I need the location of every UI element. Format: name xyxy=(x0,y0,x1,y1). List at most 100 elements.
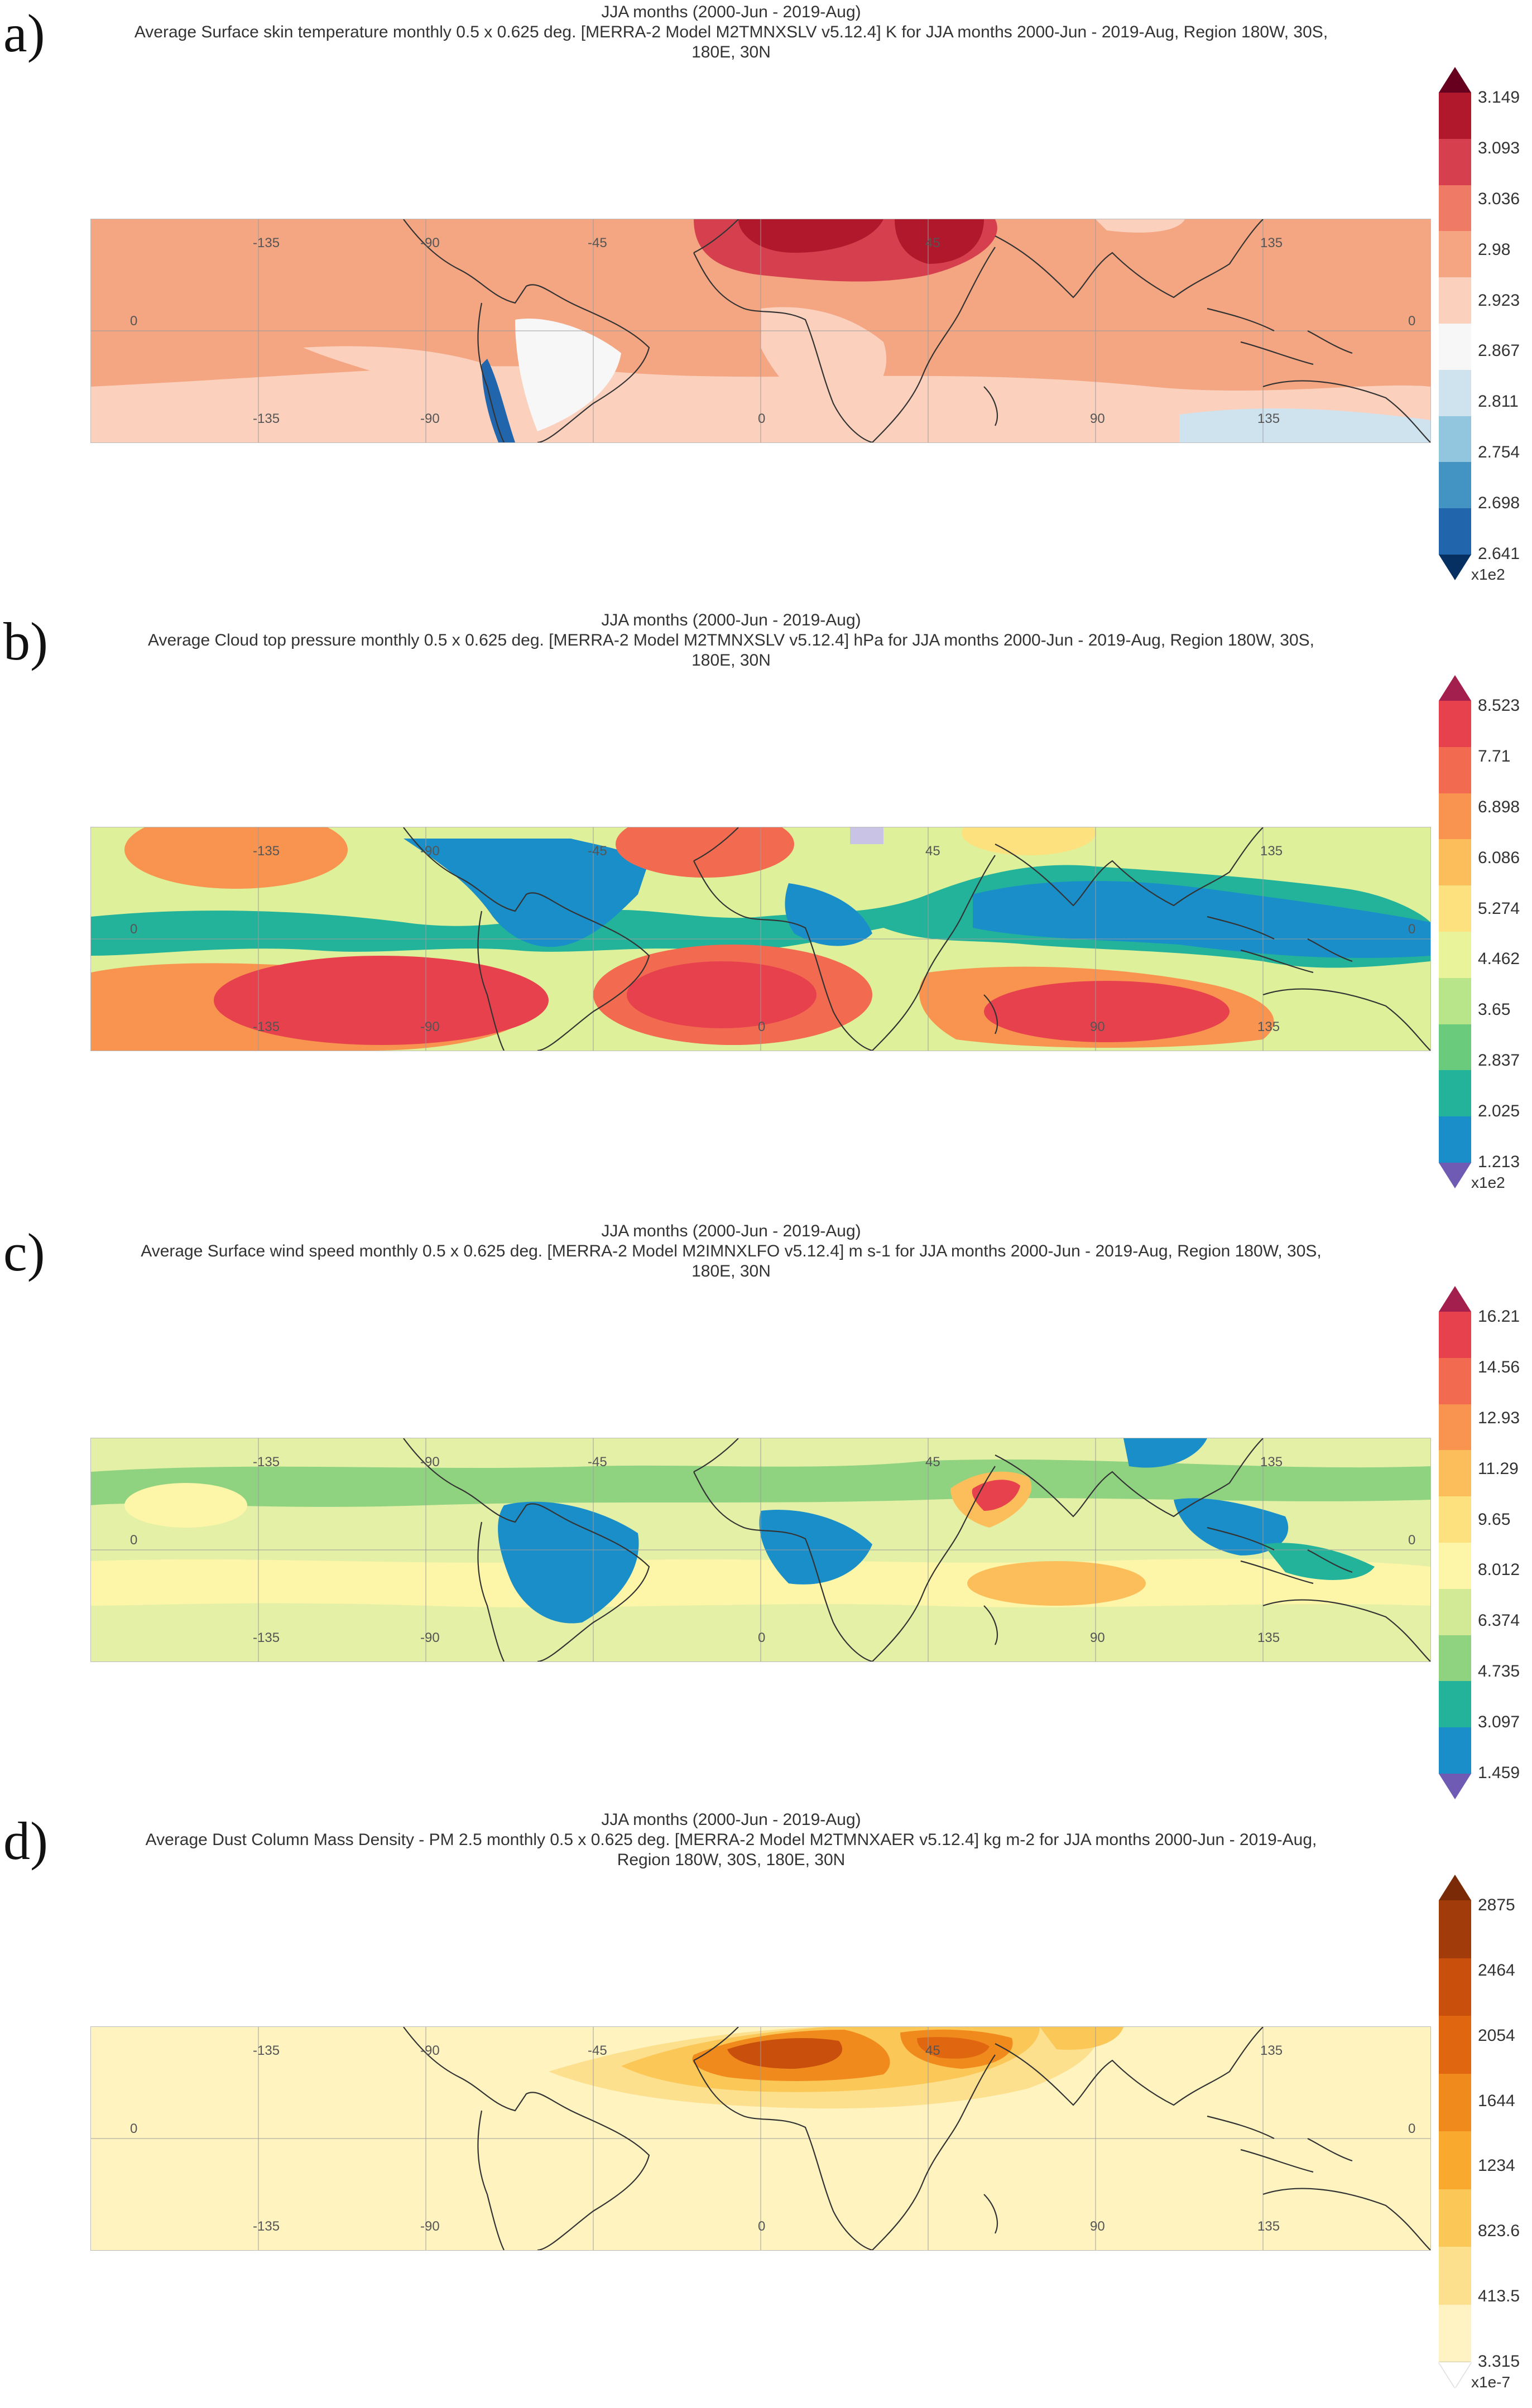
colorbar-segment xyxy=(1439,1450,1471,1497)
thar-source xyxy=(1040,2027,1123,2050)
somali-jet-core xyxy=(972,1480,1020,1511)
colorbar-segment xyxy=(1439,1543,1471,1590)
lon-tick-bottom: 90 xyxy=(1090,1019,1105,1034)
colorbar: 2875 2464 2054 1644 1234 823.6 413.5 3.315 x1e-7 xyxy=(1439,1875,1520,2393)
lon-tick-bottom: 0 xyxy=(758,1019,765,1034)
colorbar-segment xyxy=(1439,2304,1471,2363)
lon-tick-bottom: 90 xyxy=(1090,2219,1105,2234)
colorbar-segment xyxy=(1439,93,1471,139)
coastlines xyxy=(403,219,1430,442)
colorbar-tick-label: 5.274 xyxy=(1478,899,1520,918)
colorbar-segment xyxy=(1439,701,1471,748)
lon-tick-top: 45 xyxy=(925,2043,940,2058)
colorbar-tick-label: 16.21 xyxy=(1478,1307,1520,1326)
colorbar-segment xyxy=(1439,2073,1471,2132)
lon-tick-bottom: 90 xyxy=(1090,411,1105,426)
colorbar-segment xyxy=(1439,277,1471,324)
coastlines xyxy=(403,827,1430,1051)
colorbar-tick-label: 2464 xyxy=(1478,1961,1515,1980)
colorbar-tick-label: 2.641 xyxy=(1478,545,1520,563)
central-africa-cool xyxy=(761,307,887,420)
title-line-2: Average Surface skin temperature monthly… xyxy=(134,23,1328,41)
colorbar-segment xyxy=(1439,1958,1471,2016)
andes-cold xyxy=(482,359,515,442)
coastlines xyxy=(403,1438,1430,1661)
maritime-low-wind xyxy=(1174,1498,1289,1555)
colorbar-tick-label: 6.374 xyxy=(1478,1611,1520,1630)
colorbar-tick-label: 3.036 xyxy=(1478,189,1520,208)
colorbar-tick-label: 4.462 xyxy=(1478,950,1520,969)
panel-letter: b) xyxy=(3,611,48,671)
lon-tick-top: 135 xyxy=(1260,844,1283,859)
colorbar-tick-label: 2.698 xyxy=(1478,494,1520,513)
panel-c: c) JJA months (2000-Jun - 2019-Aug) Aver… xyxy=(0,1219,1532,1816)
colorbar-tick-label: 3.149 xyxy=(1478,88,1520,107)
title-line-1: JJA months (2000-Jun - 2019-Aug) xyxy=(601,611,861,629)
lon-tick-top: -135 xyxy=(253,2043,280,2058)
colorbar-segment xyxy=(1439,369,1471,417)
colorbar-tick-label: 7.71 xyxy=(1478,747,1511,765)
colorbar-tick-label: 3.65 xyxy=(1478,1000,1511,1019)
lon-tick-bottom: -135 xyxy=(253,411,280,426)
lon-tick-top: 135 xyxy=(1260,1455,1283,1470)
lat-tick-right: 0 xyxy=(1408,2121,1415,2136)
lon-tick-bottom: 0 xyxy=(758,411,765,426)
lon-tick-bottom: 0 xyxy=(758,1630,765,1645)
colorbar-segment xyxy=(1439,2016,1471,2074)
lon-tick-top: 45 xyxy=(925,844,940,859)
south-pacific-high-core xyxy=(214,956,549,1045)
graticule xyxy=(91,1438,1430,1661)
colorbar-segment xyxy=(1439,932,1471,979)
lat-tick-right: 0 xyxy=(1408,1533,1415,1548)
colorbar-tick-label: 9.65 xyxy=(1478,1510,1511,1529)
colorbar-segment xyxy=(1439,1357,1471,1405)
lon-tick-bottom: 135 xyxy=(1257,411,1280,426)
map-svg: -135 -90 -45 45 135 -135 -90 0 90 135 0 … xyxy=(91,827,1430,1051)
colorbar-tick-label: 1.459 xyxy=(1478,1764,1520,1782)
map-svg: -135 -90 -45 45 135 -135 -90 0 90 135 0 … xyxy=(91,2027,1430,2250)
colorbar-tick-label: 2.867 xyxy=(1478,341,1520,360)
colorbar-tick-label: 14.56 xyxy=(1478,1357,1520,1376)
colorbar-tick-label: 2.025 xyxy=(1478,1102,1520,1121)
sahara-core xyxy=(727,2038,843,2069)
colorbar-under-arrow xyxy=(1439,1774,1471,1799)
lon-tick-bottom: -90 xyxy=(420,2219,440,2234)
panel-letter: a) xyxy=(3,3,45,63)
colorbar-tick-label: 3.097 xyxy=(1478,1713,1520,1732)
lat-tick-left: 0 xyxy=(130,1533,137,1548)
lon-tick-top: -45 xyxy=(588,2043,607,2058)
lon-tick-bottom: -135 xyxy=(253,2219,280,2234)
title-line-1: JJA months (2000-Jun - 2019-Aug) xyxy=(601,1810,861,1829)
colorbar-segment xyxy=(1439,324,1471,370)
map-area: -135 -90 -45 45 135 -135 -90 0 90 135 0 … xyxy=(90,1438,1431,1662)
colorbar-segment xyxy=(1439,793,1471,840)
colorbar-segment xyxy=(1439,138,1471,186)
colorbar-tick-label: 2875 xyxy=(1478,1896,1515,1914)
lon-tick-bottom: 90 xyxy=(1090,1630,1105,1645)
colorbar-segment xyxy=(1439,2189,1471,2247)
lon-tick-top: 135 xyxy=(1260,235,1283,251)
lon-tick-bottom: -90 xyxy=(420,1630,440,1645)
lat-tick-left: 0 xyxy=(130,2121,137,2136)
colorbar-over-arrow xyxy=(1439,67,1471,93)
colorbar-exponent: x1e2 xyxy=(1471,566,1505,583)
lon-tick-top: -45 xyxy=(588,235,607,251)
title-line-2: Average Dust Column Mass Density - PM 2.… xyxy=(145,1831,1317,1849)
lon-tick-top: 135 xyxy=(1260,2043,1283,2058)
lon-tick-top: 45 xyxy=(925,235,940,251)
colorbar-tick-label: 413.5 xyxy=(1478,2287,1520,2306)
lon-tick-top: -45 xyxy=(588,1455,607,1470)
colorbar-over-arrow xyxy=(1439,675,1471,701)
middle-east-cell xyxy=(962,827,1096,855)
colorbar-over-arrow xyxy=(1439,1875,1471,1900)
panel-b: b) JJA months (2000-Jun - 2019-Aug) Aver… xyxy=(0,608,1532,1205)
map-svg: -135 -90 -45 45 135 -135 -90 0 90 135 0 … xyxy=(91,1438,1430,1661)
north-atlantic-high xyxy=(616,827,794,878)
lon-tick-top: -135 xyxy=(253,844,280,859)
panel-title: JJA months (2000-Jun - 2019-Aug) Average… xyxy=(89,2,1373,62)
south-indian-cool xyxy=(1179,408,1430,442)
map-svg: -135 -90 -45 45 135 -135 -90 0 90 135 0 … xyxy=(91,219,1430,442)
caribbean-deep xyxy=(404,839,649,947)
lon-tick-bottom: -90 xyxy=(420,411,440,426)
title-line-1: JJA months (2000-Jun - 2019-Aug) xyxy=(601,3,861,21)
